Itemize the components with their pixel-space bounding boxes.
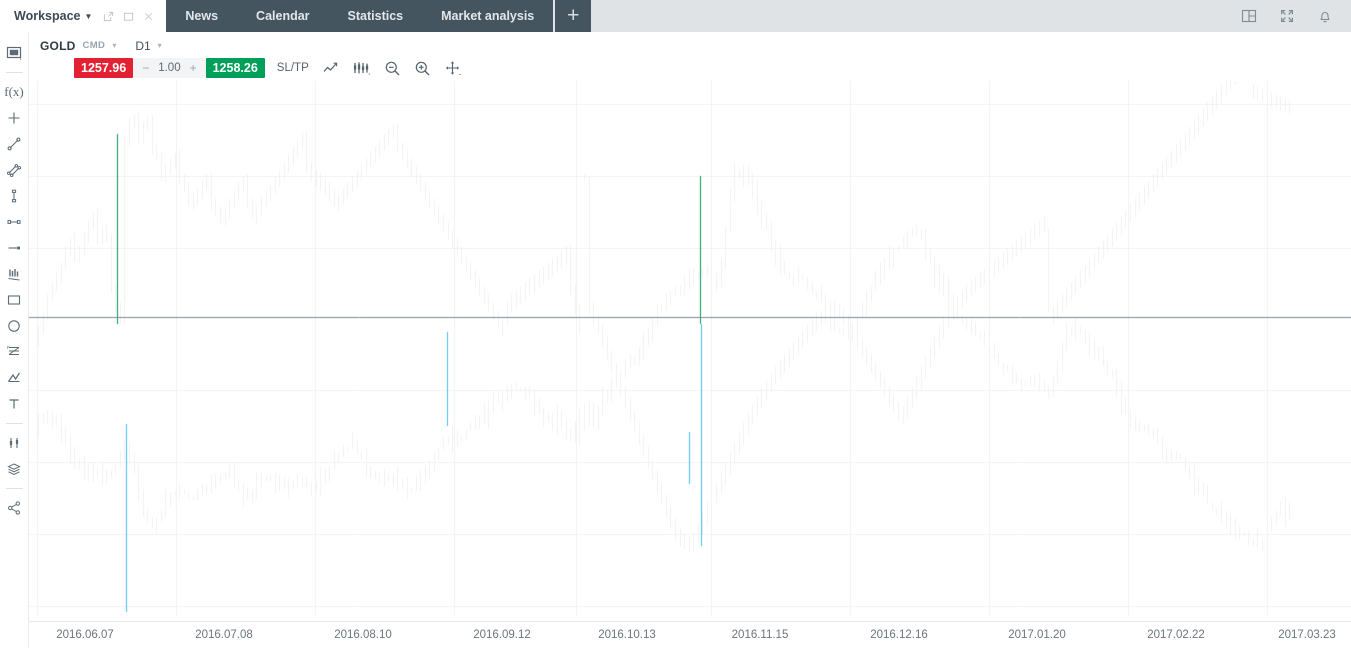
main-tabs: News Calendar Statistics Market analysis… <box>166 0 592 32</box>
layers-icon[interactable] <box>1 456 27 482</box>
volume-stepper: − 1.00 + <box>133 58 206 78</box>
chart-panel: GOLD CMD ▾ D1 ▾ 1257.96 − 1.00 + 1258.26… <box>29 32 1351 648</box>
chevron-down-icon[interactable]: ▾ <box>157 41 162 50</box>
new-tab-button[interactable]: + <box>553 0 592 32</box>
parallel-channel-icon[interactable] <box>1 157 27 183</box>
close-icon[interactable] <box>143 11 154 22</box>
layout-panel-icon[interactable] <box>1241 8 1257 24</box>
tab-news[interactable]: News <box>166 0 237 32</box>
x-axis-label: 2017.03.23 <box>1278 629 1336 641</box>
trade-row: 1257.96 − 1.00 + 1258.26 SL/TP <box>29 55 1351 81</box>
timeframe-value[interactable]: D1 <box>135 38 151 53</box>
tab-statistics-label: Statistics <box>347 9 404 23</box>
top-tab-bar: Workspace ▼ News Calendar Statistics <box>0 0 1351 32</box>
trendline-icon[interactable] <box>1 131 27 157</box>
x-axis-label: 2016.07.08 <box>195 629 253 641</box>
elliott-wave-icon[interactable] <box>1 365 27 391</box>
maximize-icon[interactable] <box>123 11 134 22</box>
fx-icon[interactable]: f(x) <box>4 84 24 99</box>
rectangle-icon[interactable] <box>1 287 27 313</box>
drawing-toolbar: f(x) <box>0 32 29 648</box>
horizontal-line-icon[interactable] <box>1 235 27 261</box>
main-area: f(x) <box>0 32 1351 648</box>
topbar-spacer <box>591 0 1231 32</box>
tab-calendar[interactable]: Calendar <box>237 0 329 32</box>
horizontal-range-icon[interactable] <box>1 209 27 235</box>
pitchfork-icon[interactable] <box>1 261 27 287</box>
fibonacci-icon[interactable]: F <box>1 339 27 365</box>
toolbar-separator <box>5 488 23 489</box>
chevron-down-icon[interactable]: ▼ <box>84 11 93 21</box>
line-chart-icon[interactable] <box>322 60 339 76</box>
vertical-range-icon[interactable] <box>1 183 27 209</box>
tab-calendar-label: Calendar <box>256 9 310 23</box>
symbol-name[interactable]: GOLD <box>40 38 76 53</box>
workspace-tab[interactable]: Workspace ▼ <box>0 0 167 32</box>
volume-decrement-button[interactable]: − <box>142 61 150 75</box>
text-icon[interactable] <box>1 391 27 417</box>
x-axis: 2016.06.07 2016.07.08 2016.08.10 2016.09.12… <box>29 621 1351 648</box>
crosshair-icon[interactable] <box>1 105 27 131</box>
volume-increment-button[interactable]: + <box>189 61 197 75</box>
symbol-class: CMD <box>82 40 106 51</box>
x-axis-label: 2017.02.22 <box>1147 629 1205 641</box>
popout-icon[interactable] <box>103 11 114 22</box>
tab-news-label: News <box>185 9 219 23</box>
sell-price-button[interactable]: 1257.96 <box>74 57 134 79</box>
bell-icon[interactable] <box>1317 8 1333 24</box>
chart-type-icon[interactable] <box>1 40 27 66</box>
x-axis-label: 2016.06.07 <box>56 629 114 641</box>
volume-value[interactable]: 1.00 <box>158 62 181 74</box>
share-icon[interactable] <box>1 495 27 521</box>
zoom-in-icon[interactable] <box>414 60 431 77</box>
ellipse-icon[interactable] <box>1 313 27 339</box>
chart-canvas-area[interactable] <box>29 81 1351 621</box>
x-axis-label: 2016.11.15 <box>731 629 789 641</box>
candlestick-icon[interactable] <box>352 60 371 76</box>
tab-statistics[interactable]: Statistics <box>329 0 423 32</box>
tab-market-analysis-label: Market analysis <box>441 9 535 23</box>
sltp-toggle[interactable]: SL/TP <box>276 62 309 74</box>
x-axis-label: 2017.01.20 <box>1008 629 1066 641</box>
measure-icon[interactable] <box>1 430 27 456</box>
chevron-down-icon[interactable]: ▾ <box>112 41 117 50</box>
workspace-label: Workspace <box>14 9 81 23</box>
plus-icon: + <box>567 4 580 27</box>
svg-text:F: F <box>7 345 10 350</box>
fullscreen-icon[interactable] <box>1279 8 1295 24</box>
x-axis-label: 2016.08.10 <box>334 629 392 641</box>
toolbar-separator <box>5 72 23 73</box>
price-chart[interactable] <box>29 81 1351 615</box>
zoom-out-icon[interactable] <box>384 60 401 77</box>
buy-price-button[interactable]: 1258.26 <box>205 57 265 79</box>
x-axis-label: 2016.12.16 <box>870 629 928 641</box>
x-axis-label: 2016.10.13 <box>598 629 656 641</box>
toolbar-separator <box>5 423 23 424</box>
x-axis-label: 2016.09.12 <box>473 629 531 641</box>
topbar-right-actions <box>1231 0 1351 32</box>
symbol-row: GOLD CMD ▾ D1 ▾ <box>29 32 1351 55</box>
pan-move-icon[interactable] <box>444 60 462 77</box>
tab-market-analysis[interactable]: Market analysis <box>422 0 553 32</box>
